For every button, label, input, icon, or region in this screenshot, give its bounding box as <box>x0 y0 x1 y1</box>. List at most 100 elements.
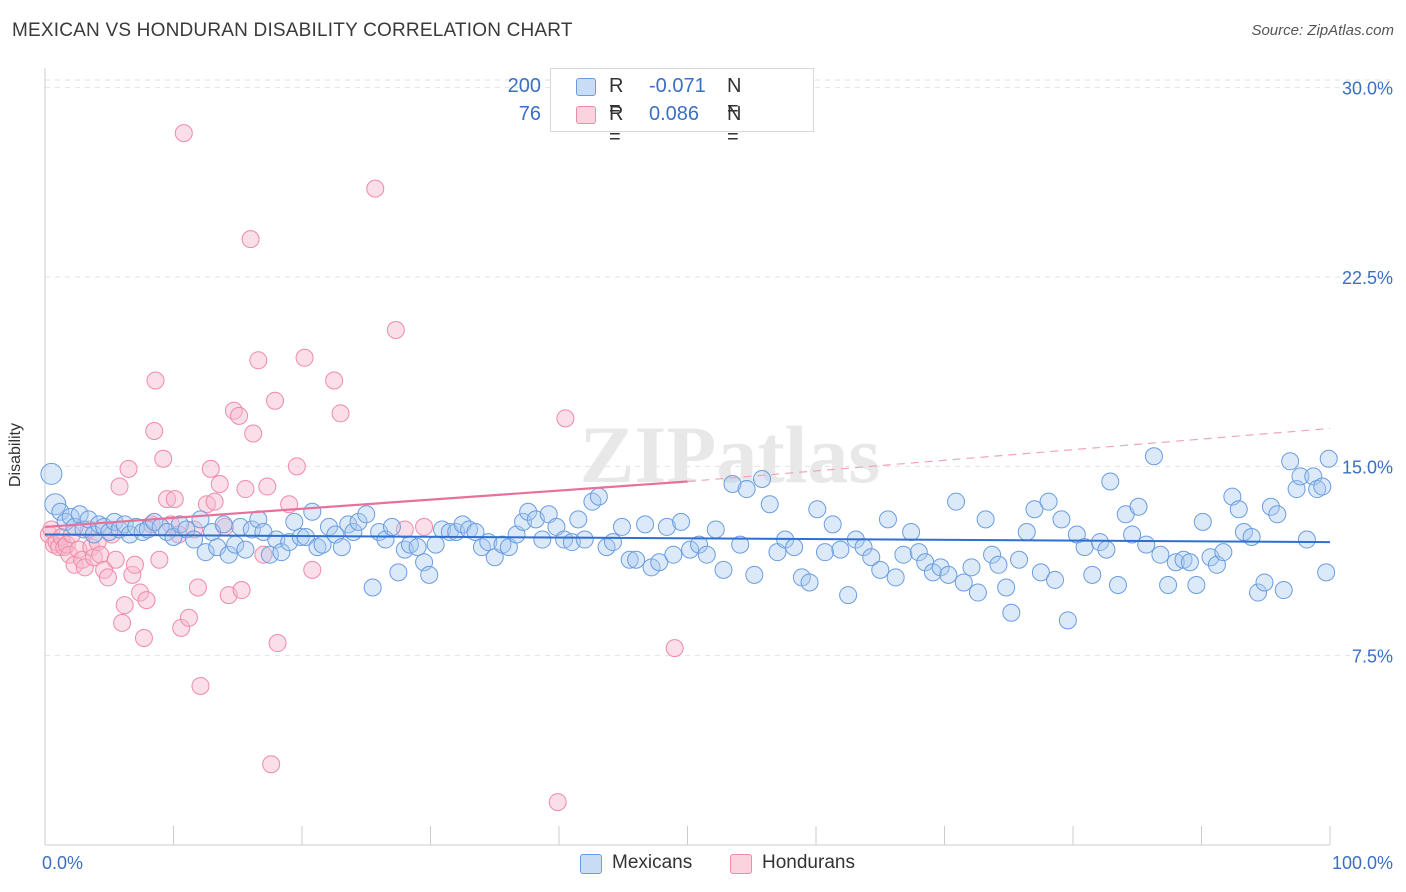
honduran-point <box>115 596 134 615</box>
mexican-point <box>1268 505 1287 524</box>
mexican-point <box>575 530 594 549</box>
mexican-point <box>1101 472 1120 491</box>
legend-n-label: N = <box>727 103 742 148</box>
honduran-point <box>73 550 92 569</box>
chart-title: MEXICAN VS HONDURAN DISABILITY CORRELATI… <box>12 20 573 41</box>
hondurans-trend-extension <box>687 427 1331 483</box>
mexican-point <box>1046 570 1065 589</box>
mexican-point <box>657 517 676 536</box>
mexican-point <box>831 540 850 559</box>
mexican-point <box>1083 565 1102 584</box>
mexican-point <box>332 538 351 557</box>
honduran-point <box>386 321 405 340</box>
honduran-point <box>185 520 204 539</box>
mexican-point <box>1187 575 1206 594</box>
honduran-point <box>150 550 169 569</box>
honduran-point <box>201 459 220 478</box>
mexican-point <box>280 533 299 552</box>
correlation-legend: R = -0.071 N = 200 R = 0.086 N = 76 <box>508 68 814 148</box>
legend-r-label: R = <box>609 75 624 120</box>
mexican-point <box>569 510 588 529</box>
mexican-point <box>308 538 327 557</box>
mexican-point <box>389 563 408 582</box>
mexican-point <box>1097 540 1116 559</box>
honduran-point <box>75 558 94 577</box>
mexican-point <box>303 502 322 521</box>
mexican-point <box>1308 480 1327 499</box>
honduran-point <box>191 676 210 695</box>
mexican-point <box>1151 545 1170 564</box>
mexican-point <box>357 505 376 524</box>
honduran-point <box>331 404 350 423</box>
mexican-point <box>1274 581 1293 600</box>
honduran-point <box>158 490 177 509</box>
honduran-point <box>268 634 287 653</box>
mexican-point <box>823 515 842 534</box>
honduran-point <box>249 351 268 370</box>
legend-swatch-hondurans <box>576 106 596 124</box>
mexican-point <box>214 515 233 534</box>
mexican-point <box>603 533 622 552</box>
mexican-point <box>878 510 897 529</box>
honduran-point <box>98 568 117 587</box>
mexican-point <box>1137 535 1156 554</box>
honduran-point <box>188 578 207 597</box>
honduran-point <box>119 459 138 478</box>
mexican-point <box>954 573 973 592</box>
y-tick-label: 22.5% <box>1342 268 1393 288</box>
mexican-point <box>731 535 750 554</box>
mexican-point <box>1193 512 1212 531</box>
legend-swatch-hondurans <box>730 854 752 874</box>
mexican-point <box>426 535 445 554</box>
mexican-point <box>1017 522 1036 541</box>
honduran-point <box>303 560 322 579</box>
mexican-point <box>760 495 779 514</box>
mexican-point <box>808 500 827 519</box>
hondurans-trend-line <box>44 480 688 529</box>
mexican-point <box>636 515 655 534</box>
mexican-point <box>931 558 950 577</box>
mexican-point <box>962 558 981 577</box>
y-tick-label: 15.0% <box>1342 457 1393 477</box>
legend-n-value: 200 <box>507 75 541 97</box>
honduran-point <box>244 424 263 443</box>
mexican-point <box>681 540 700 559</box>
mexican-point <box>1002 603 1021 622</box>
x-tick-label: 0.0% <box>42 853 83 873</box>
mexican-point <box>260 545 279 564</box>
honduran-point <box>179 608 198 627</box>
mexican-point <box>219 545 238 564</box>
honduran-point <box>91 545 110 564</box>
mexican-point <box>1058 611 1077 630</box>
honduran-point <box>266 391 285 410</box>
mexican-point <box>989 555 1008 574</box>
legend-n-label: N = <box>727 75 742 120</box>
x-tick-label: 100.0% <box>1332 853 1393 873</box>
honduran-point <box>230 406 249 425</box>
mexican-point <box>894 545 913 564</box>
mexican-point <box>612 517 631 536</box>
mexican-point <box>1297 530 1316 549</box>
legend-label-mexicans: Mexicans <box>612 852 693 873</box>
legend-swatch-mexicans <box>576 78 596 96</box>
honduran-point <box>172 618 191 637</box>
mexican-point <box>382 517 401 536</box>
mexican-point <box>1123 525 1142 544</box>
mexican-point <box>1229 500 1248 519</box>
honduran-point <box>295 348 314 367</box>
honduran-point <box>146 371 165 390</box>
mexican-point <box>800 573 819 592</box>
axes <box>44 68 1331 846</box>
honduran-point <box>154 449 173 468</box>
mexican-point <box>272 543 291 562</box>
mexican-point <box>44 493 67 516</box>
mexican-point <box>706 520 725 539</box>
mexican-point <box>1313 477 1332 496</box>
mexican-point <box>533 530 552 549</box>
source-label: Source: ZipAtlas.com <box>1251 22 1394 39</box>
legend-swatch-mexicans <box>580 854 602 874</box>
mexican-point <box>1261 497 1280 516</box>
mexican-point <box>939 565 958 584</box>
honduran-point <box>236 480 255 499</box>
